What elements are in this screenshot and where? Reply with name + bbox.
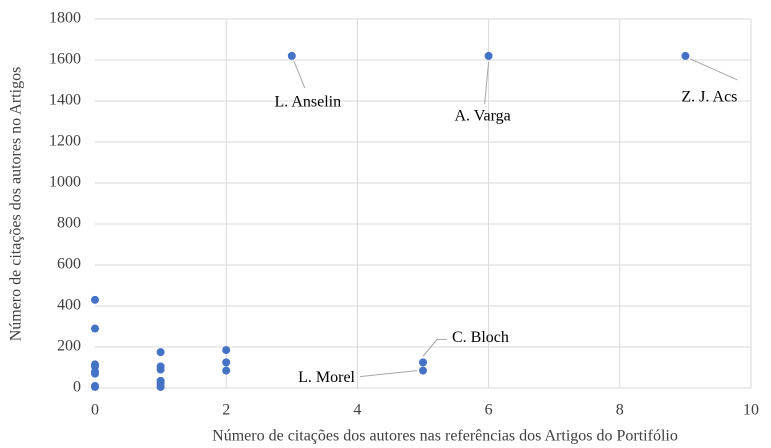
point-label: L. Morel xyxy=(298,369,355,386)
x-tick-label: 6 xyxy=(485,402,493,419)
leader-line xyxy=(293,60,306,89)
y-tick-label: 1200 xyxy=(49,133,81,150)
x-tick-label: 4 xyxy=(353,402,361,419)
y-tick-label: 600 xyxy=(57,256,81,273)
point xyxy=(156,382,165,391)
y-tick-label: 200 xyxy=(57,338,81,355)
point xyxy=(91,295,99,304)
leader-line xyxy=(690,58,738,81)
y-tick-label: 0 xyxy=(73,379,81,396)
x-tick-label: 2 xyxy=(222,402,230,419)
point xyxy=(91,369,99,378)
y-tick-label: 1000 xyxy=(49,174,81,191)
leader-line xyxy=(359,370,418,378)
y-tick-label: 1600 xyxy=(49,51,81,68)
x-axis-title: Número de citações dos autores nas refer… xyxy=(212,428,678,445)
point xyxy=(419,366,427,375)
point xyxy=(222,346,231,355)
y-axis-title: Número de citações dos autores no Artigo… xyxy=(8,67,25,342)
point xyxy=(419,358,427,367)
point xyxy=(156,348,165,357)
x-tick-label: 0 xyxy=(91,402,99,419)
y-tick-label: 400 xyxy=(57,297,81,314)
point xyxy=(156,365,165,374)
point-label: Z. J. Acs xyxy=(681,89,737,106)
leader-line xyxy=(484,61,490,104)
y-tick-label: 800 xyxy=(57,215,81,232)
point xyxy=(222,358,231,367)
y-tick-label: 1800 xyxy=(49,10,81,27)
x-tick-label: 8 xyxy=(616,402,624,419)
point-label: A. Varga xyxy=(454,108,510,125)
leader-line xyxy=(422,338,447,357)
point xyxy=(484,51,493,60)
y-tick-label: 1400 xyxy=(49,92,81,109)
point xyxy=(91,382,99,391)
x-tick-label: 10 xyxy=(743,402,759,419)
point-label: L. Anselin xyxy=(274,94,341,111)
point xyxy=(222,366,231,375)
point xyxy=(287,51,296,60)
point xyxy=(91,324,99,333)
point-label: C. Bloch xyxy=(452,329,509,346)
point xyxy=(681,51,690,60)
